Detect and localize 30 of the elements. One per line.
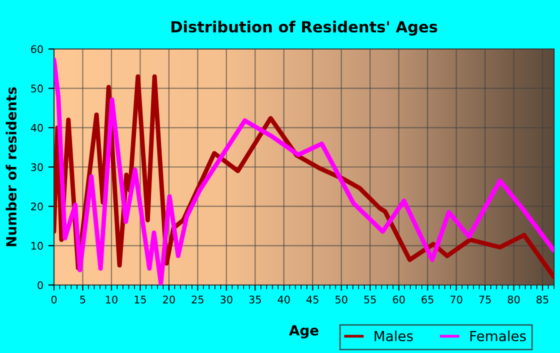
y-tick-label: 10 [31, 242, 43, 250]
x-tick-label: 65 [422, 296, 434, 304]
x-tick-label: 25 [192, 296, 204, 304]
x-tick-label: 5 [80, 296, 86, 304]
legend-label: Males [374, 330, 413, 342]
chart-title: Distribution of Residents' Ages [171, 20, 438, 36]
x-tick-label: 70 [450, 296, 462, 304]
y-tick-label: 60 [31, 45, 43, 54]
y-tick-label: 40 [30, 124, 43, 132]
x-tick-label: 10 [106, 296, 118, 304]
y-axis-title: Number of residents [6, 87, 17, 246]
x-tick-label: 55 [364, 296, 376, 304]
y-tick-label: 30 [31, 163, 43, 172]
x-tick-label: 40 [278, 296, 290, 304]
x-tick-label: 15 [134, 296, 146, 304]
x-tick-label: 85 [536, 296, 548, 304]
x-tick-label: 60 [392, 296, 405, 304]
x-tick-label: 50 [336, 296, 348, 304]
x-tick-label: 20 [163, 296, 175, 304]
x-tick-label: 75 [479, 296, 491, 304]
x-tick-label: 0 [51, 296, 57, 304]
x-tick-label: 45 [306, 296, 318, 304]
x-tick-label: 80 [508, 296, 520, 304]
x-tick-label: 30 [220, 296, 232, 304]
y-tick-label: 0 [38, 281, 43, 290]
legend-label: Females [470, 330, 526, 342]
x-axis-title: Age [289, 325, 318, 338]
y-tick-label: 50 [31, 84, 43, 92]
x-tick-label: 35 [249, 296, 261, 304]
y-tick-label: 20 [31, 202, 43, 210]
